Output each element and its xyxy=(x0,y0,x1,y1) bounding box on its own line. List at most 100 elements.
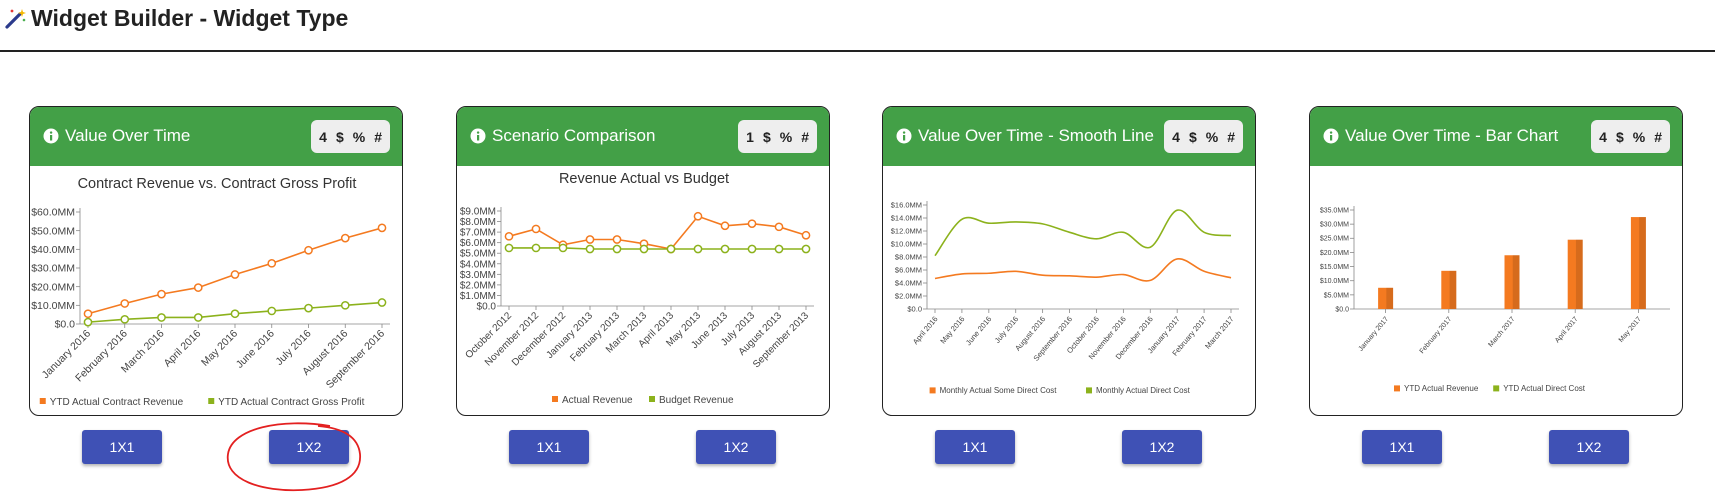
data-point[interactable] xyxy=(586,236,593,243)
magic-wand-icon xyxy=(4,8,26,30)
data-point[interactable] xyxy=(775,223,782,230)
percent-option[interactable]: % xyxy=(353,129,365,145)
number-option[interactable]: # xyxy=(801,129,809,145)
size-option[interactable]: 4 xyxy=(1599,129,1607,145)
currency-option[interactable]: $ xyxy=(1616,129,1624,145)
data-point[interactable] xyxy=(305,305,312,312)
size-1x1-button[interactable]: 1X1 xyxy=(82,430,162,464)
info-icon[interactable] xyxy=(470,128,486,144)
info-icon[interactable] xyxy=(1323,128,1339,144)
data-point[interactable] xyxy=(694,245,701,252)
legend-label[interactable]: YTD Actual Contract Revenue xyxy=(50,397,184,408)
y-tick-label: $60.0MM xyxy=(31,207,75,219)
widget-card-scenario-comparison[interactable]: Scenario Comparison 1 $% # Revenue Actual vs… xyxy=(456,106,830,416)
size-1x1-button[interactable]: 1X1 xyxy=(935,430,1015,464)
x-tick-label: March 2017 xyxy=(1487,316,1516,349)
legend-label[interactable]: YTD Actual Contract Gross Profit xyxy=(218,397,364,408)
data-point[interactable] xyxy=(748,245,755,252)
data-point[interactable] xyxy=(748,220,755,227)
data-point[interactable] xyxy=(802,245,809,252)
info-icon[interactable] xyxy=(896,128,912,144)
percent-option[interactable]: % xyxy=(1206,129,1218,145)
y-tick-label: $2.0MM xyxy=(895,292,922,301)
size-option[interactable]: 1 xyxy=(746,129,754,145)
data-point[interactable] xyxy=(721,222,728,229)
y-tick-label: $6.0MM xyxy=(460,238,496,249)
data-point[interactable] xyxy=(694,213,701,220)
y-tick-label: $8.0MM xyxy=(460,217,496,228)
data-point[interactable] xyxy=(667,245,674,252)
number-option[interactable]: # xyxy=(374,129,382,145)
y-tick-label: $14.0MM xyxy=(891,214,922,223)
legend-swatch xyxy=(40,398,46,404)
data-point[interactable] xyxy=(532,225,539,232)
size-1x1-button[interactable]: 1X1 xyxy=(509,430,589,464)
currency-option[interactable]: $ xyxy=(1189,129,1197,145)
data-point[interactable] xyxy=(195,314,202,321)
data-point[interactable] xyxy=(532,244,539,251)
legend-label[interactable]: YTD Actual Direct Cost xyxy=(1503,384,1586,393)
legend-label[interactable]: Budget Revenue xyxy=(659,395,734,406)
legend-label[interactable]: Actual Revenue xyxy=(562,395,633,406)
size-1x1-button[interactable]: 1X1 xyxy=(1362,430,1442,464)
data-point[interactable] xyxy=(586,245,593,252)
size-option[interactable]: 4 xyxy=(1172,129,1180,145)
number-option[interactable]: # xyxy=(1654,129,1662,145)
size-1x2-button[interactable]: 1X2 xyxy=(1549,430,1629,464)
y-tick-label: $4.0MM xyxy=(460,259,496,270)
y-tick-label: $8.0MM xyxy=(895,253,922,262)
data-point[interactable] xyxy=(121,316,128,323)
y-tick-label: $16.0MM xyxy=(891,201,922,210)
currency-option[interactable]: $ xyxy=(763,129,771,145)
widget-card-value-over-time-bar-chart[interactable]: Value Over Time - Bar Chart 4 $% # $0.0 $5.0M… xyxy=(1309,106,1683,416)
data-point[interactable] xyxy=(84,319,91,326)
size-1x2-button[interactable]: 1X2 xyxy=(1122,430,1202,464)
data-point[interactable] xyxy=(305,247,312,254)
data-point[interactable] xyxy=(721,245,728,252)
data-point[interactable] xyxy=(378,299,385,306)
data-point[interactable] xyxy=(342,235,349,242)
data-point[interactable] xyxy=(268,260,275,267)
y-tick-label: $6.0MM xyxy=(895,266,922,275)
data-point[interactable] xyxy=(231,271,238,278)
data-point[interactable] xyxy=(775,245,782,252)
data-point[interactable] xyxy=(505,233,512,240)
data-point[interactable] xyxy=(505,244,512,251)
legend-swatch xyxy=(930,387,936,393)
data-point[interactable] xyxy=(231,310,238,317)
x-tick-label: April 2016 xyxy=(161,328,203,370)
data-point[interactable] xyxy=(121,300,128,307)
data-point[interactable] xyxy=(268,307,275,314)
x-tick-label: February 2017 xyxy=(1419,316,1454,355)
size-1x2-button[interactable]: 1X2 xyxy=(696,430,776,464)
data-point[interactable] xyxy=(378,224,385,231)
widget-card-title: Scenario Comparison xyxy=(492,126,655,146)
x-tick-label: May 2016 xyxy=(938,315,966,346)
widget-card-value-over-time-smooth-line[interactable]: Value Over Time - Smooth Line 4 $% # $0.0 $2.… xyxy=(882,106,1256,416)
percent-option[interactable]: % xyxy=(1633,129,1645,145)
data-point[interactable] xyxy=(342,302,349,309)
data-point[interactable] xyxy=(613,245,620,252)
legend-label[interactable]: Monthly Actual Direct Cost xyxy=(1096,386,1191,395)
data-point[interactable] xyxy=(195,284,202,291)
info-icon[interactable] xyxy=(43,128,59,144)
currency-option[interactable]: $ xyxy=(336,129,344,145)
data-point[interactable] xyxy=(158,291,165,298)
y-tick-label: $1.0MM xyxy=(460,291,496,302)
data-point[interactable] xyxy=(84,310,91,317)
data-point[interactable] xyxy=(802,232,809,239)
legend-label[interactable]: Monthly Actual Some Direct Cost xyxy=(940,386,1058,395)
data-point[interactable] xyxy=(158,314,165,321)
series-line xyxy=(509,248,806,249)
legend-label[interactable]: YTD Actual Revenue xyxy=(1404,384,1479,393)
widget-card-header: Value Over Time - Bar Chart 4 $% # xyxy=(1310,107,1682,166)
data-point[interactable] xyxy=(559,244,566,251)
chart: $0.0$2.0MM$4.0MM$6.0MM$8.0MM$10.0MM$12.0… xyxy=(883,166,1256,416)
data-point[interactable] xyxy=(613,236,620,243)
widget-card-value-over-time[interactable]: Value Over Time 4 $% # Contract Revenue vs. … xyxy=(29,106,403,416)
y-tick-label: $9.0MM xyxy=(460,207,496,218)
number-option[interactable]: # xyxy=(1227,129,1235,145)
percent-option[interactable]: % xyxy=(780,129,792,145)
data-point[interactable] xyxy=(640,245,647,252)
size-option[interactable]: 4 xyxy=(319,129,327,145)
